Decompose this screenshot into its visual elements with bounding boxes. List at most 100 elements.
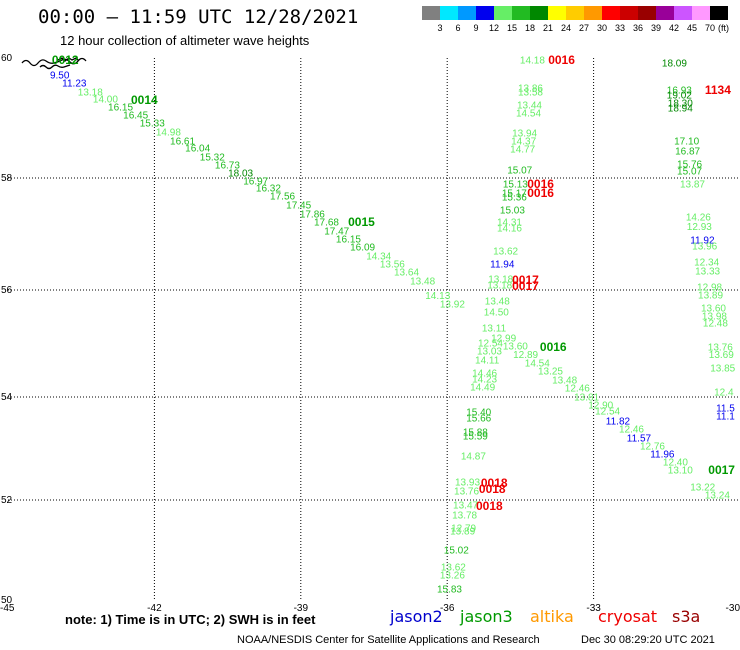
legend-tick-label: 9 [473,23,479,33]
page-title: 00:00 — 11:59 UTC 12/28/2021 [38,6,359,28]
wave-height-label: 11.94 [490,260,515,271]
legend-swatch [656,6,674,20]
legend-swatch [494,6,512,20]
wave-height-label: 13.96 [692,241,717,252]
time-label: 0017 [708,463,735,477]
wave-height-label: 13.26 [440,571,465,582]
wave-height-label: 13.62 [441,563,466,574]
time-label: 0014 [131,93,158,107]
wave-height-label: 13.76 [708,343,733,354]
wave-height-label: 15.32 [200,153,225,164]
wave-height-label: 15.66 [466,414,491,425]
wave-height-label: 12.79 [451,524,476,535]
wave-height-label: 12.46 [619,424,644,435]
y-tick-label: 52 [1,495,13,506]
time-label: 1134 [705,83,731,97]
legend-tick-label: 21 [542,23,554,33]
x-tick-label: -33 [586,603,601,614]
wave-height-label: 13.48 [485,297,510,308]
wave-height-label: 13.93 [455,477,480,488]
x-tick-label: -39 [294,603,309,614]
dense-label-cluster [21,57,87,70]
y-tick-label: 56 [1,285,13,296]
wave-height-label: 13.44 [517,100,542,111]
wave-height-label: 9.50 [50,70,70,81]
wave-height-label: 17.45 [286,200,311,211]
wave-height-label: 15.17 [502,189,527,200]
wave-height-label: 16.15 [336,235,361,246]
legend-swatch [602,6,620,20]
wave-height-label: 16.97 [243,176,268,187]
x-tick-label: -45 [0,603,15,614]
wave-height-label: 13.18 [487,280,512,291]
wave-height-label: 12.98 [697,283,722,294]
wave-height-label: 18.94 [668,103,693,114]
wave-height-label: 18.09 [662,58,687,69]
legend-swatch [548,6,566,20]
wave-height-label: 13.62 [493,246,518,257]
legend-swatch [674,6,692,20]
time-label: 0016 [527,186,554,200]
satellite-label-jason2: jason2 [390,607,443,626]
wave-height-label: 11.23 [62,79,87,90]
satellite-label-jason3: jason3 [460,607,513,626]
time-label: 0016 [548,53,575,67]
wave-height-label: 14.13 [425,291,450,302]
legend-tick-label: 6 [455,23,461,33]
wave-height-label: 14.54 [516,109,541,120]
satellite-label-cryosat: cryosat [598,607,658,626]
color-scale-legend: (ft) 3 6 9 12 15 18 21 24 27 30 33 36 39 42 45 70 [422,6,732,36]
wave-height-label: 12.54 [595,406,620,417]
legend-tick-label: 15 [506,23,518,33]
wave-height-label: 15.40 [466,407,491,418]
wave-height-label: 12.40 [663,457,688,468]
wave-height-label: 14.23 [472,374,497,385]
y-tick-label: 60 [1,53,13,64]
wave-height-label: 14.34 [366,251,391,262]
legend-swatch [422,6,440,20]
credit-line: NOAA/NESDIS Center for Satellite Applica… [237,634,540,646]
wave-height-label: 14.49 [470,382,495,393]
legend-tick-label: 36 [632,23,644,33]
legend-tick-label: 18 [524,23,536,33]
wave-height-label: 13.60 [503,342,528,353]
wave-height-label: 14.87 [461,452,486,463]
wave-height-label: 13.87 [680,180,705,191]
wave-height-label: 15.13 [503,180,528,191]
time-label: 0016 [540,340,567,354]
legend-swatch [620,6,638,20]
wave-height-label: 13.92 [440,299,465,310]
wave-height-label: 13.11 [482,323,507,334]
wave-height-label: 13.98 [702,312,727,323]
legend-tick-label: 70 [704,23,716,33]
wave-height-label: 13.48 [552,375,577,386]
wave-height-label: 15.03 [500,205,525,216]
wave-height-label: 13.47 [453,501,478,512]
wave-height-label: 13.25 [538,366,563,377]
y-tick-label: 58 [1,173,13,184]
legend-tick-label: 45 [686,23,698,33]
legend-swatch [530,6,548,20]
wave-height-label: 17.10 [674,136,699,147]
wave-height-label: 16.93 [667,85,692,96]
legend-tick-label: 39 [650,23,662,33]
wave-height-label: 14.00 [93,94,118,105]
wave-height-label: 13.78 [452,511,477,522]
wave-height-label: 13.10 [668,466,693,477]
wave-height-label: 13.64 [394,268,419,279]
wave-height-label: 17.47 [324,227,349,238]
wave-height-label: 14.46 [472,368,497,379]
wave-height-label: 16.15 [108,103,133,114]
wave-height-label: 11.5 [716,403,735,414]
wave-height-label: 14.77 [510,145,535,156]
wave-height-label: 16.73 [215,160,240,171]
wave-height-label: 12.54 [478,338,503,349]
wave-height-label: 14.31 [497,218,522,229]
wave-height-label: 12.46 [565,383,590,394]
wave-height-label: 12.48 [703,319,728,330]
wave-height-label: 13.89 [698,290,723,301]
wave-height-label: 12.4 [714,388,734,399]
wave-height-label: 14.11 [475,356,500,367]
legend-swatch [692,6,710,20]
wave-height-label: 13.94 [512,129,537,140]
